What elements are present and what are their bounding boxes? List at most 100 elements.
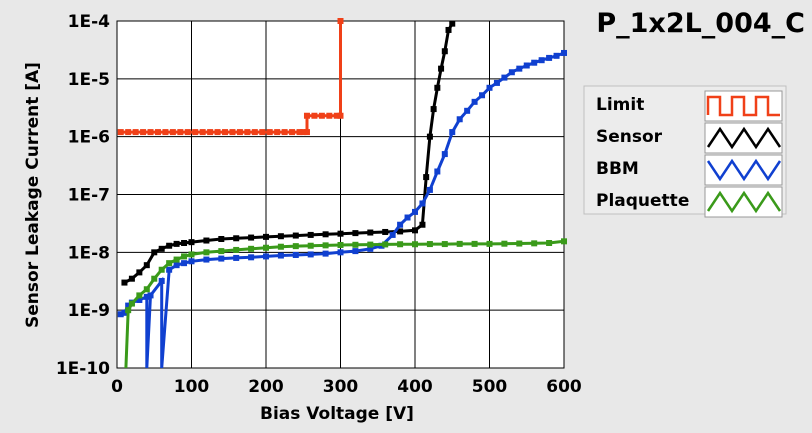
data-point [218,255,225,262]
data-point [181,253,188,260]
data-point [251,129,258,136]
data-point [516,65,523,72]
data-point [154,129,161,136]
data-point [136,269,143,276]
data-point [322,231,329,238]
data-point [181,240,188,247]
data-point [430,106,437,113]
y-tick-label: 1E-9 [68,301,110,321]
data-point [367,241,374,248]
data-point [531,240,538,247]
data-point [471,98,478,105]
data-point [199,129,206,136]
data-point [207,129,214,136]
data-point [322,242,329,249]
legend-sample-line [706,126,782,150]
y-tick-label: 1E-5 [68,70,110,90]
data-point [248,254,255,261]
x-tick-label: 400 [397,377,433,397]
data-point [143,293,150,300]
data-point [203,256,210,263]
data-point [233,254,240,261]
data-point [426,186,433,193]
data-point [382,228,389,235]
chart-title: P_1x2L_004_C [596,8,805,39]
legend-items: Limit Sensor BBM Plaquette [596,90,783,218]
data-point [263,244,269,251]
y-axis-label: Sensor Leakage Current [A] [23,62,43,328]
data-point [423,174,430,181]
data-point [561,238,567,245]
data-point [426,241,433,248]
data-point [382,241,389,248]
data-point [151,275,158,282]
data-point [333,112,340,119]
legend-label-plaquette: Plaquette [596,191,689,211]
data-point [121,309,128,316]
series-bbm [117,49,567,369]
data-point [307,242,314,249]
legend-label-limit: Limit [596,95,644,115]
data-point [244,129,251,136]
data-point [501,74,508,81]
data-point [277,252,284,259]
x-tick-label: 600 [546,377,582,397]
data-point [140,129,147,136]
data-point [292,243,299,250]
data-point [173,262,180,269]
data-point [307,251,314,258]
data-point [203,237,210,244]
data-point [188,239,195,246]
series-plaquette [124,238,567,369]
x-tick-label: 100 [174,377,210,397]
data-point [441,48,448,55]
data-point [523,62,530,69]
data-point [292,251,299,258]
data-point [203,249,210,256]
x-tick-label: 300 [323,377,359,397]
data-point [248,245,255,252]
data-point [322,250,329,257]
data-point [218,236,225,243]
data-point [263,253,269,260]
data-point [464,107,471,114]
data-point [229,129,236,136]
data-point [326,112,333,119]
legend-label-sensor: Sensor [596,127,663,147]
data-point [456,116,463,123]
data-point [274,129,281,136]
data-point [441,241,448,248]
data-point [277,243,284,250]
data-point [277,233,284,240]
data-point [259,129,266,136]
x-tick-labels: 0 100 200 300 400 500 600 [111,377,582,397]
data-point [125,129,132,136]
data-point [404,214,411,221]
data-point [162,129,169,136]
series-layer [117,18,567,369]
data-point [296,129,303,136]
data-point [222,129,229,136]
data-point [289,129,296,136]
data-point [281,129,288,136]
data-point [121,279,128,286]
data-point [538,57,545,64]
data-point [561,49,567,56]
data-point [188,251,195,258]
data-point [311,112,318,119]
y-tick-label: 1E-10 [56,359,110,379]
y-tick-label: 1E-4 [68,12,110,32]
data-point [188,258,195,265]
data-point [192,129,199,136]
data-point [471,240,478,247]
data-point [233,235,240,242]
data-point [419,221,426,228]
data-point [136,296,143,303]
legend-label-bbm: BBM [596,159,639,179]
data-point [318,112,325,119]
data-point [352,241,359,248]
legend: Limit Sensor BBM Plaquette [583,85,787,218]
data-point [426,133,433,140]
y-tick-labels: 1E-10 1E-9 1E-8 1E-7 1E-6 1E-5 1E-4 [56,12,110,379]
data-point [177,129,184,136]
